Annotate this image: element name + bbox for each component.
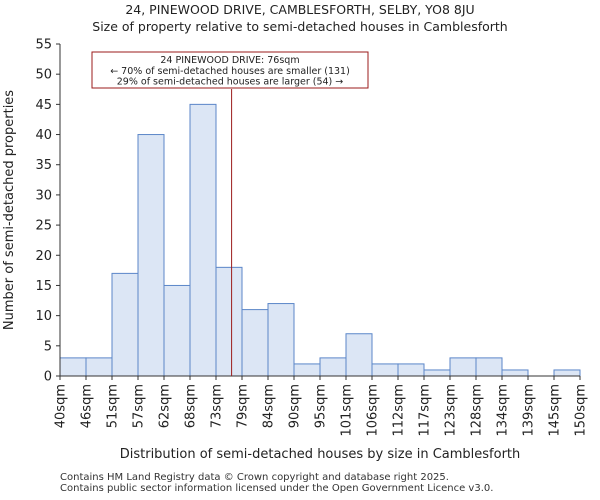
histogram-bar xyxy=(553,369,581,377)
y-tick-label: 50 xyxy=(35,68,52,83)
x-tick-label: 46sqm xyxy=(80,384,95,428)
histogram-chart: 0 5 10 15 20 25 30 35 40 45 50 55 40sqm 46sqm 51sqm 57s… xyxy=(2,38,589,463)
x-tick-label: 123sqm xyxy=(444,384,459,437)
x-tick-label: 40sqm xyxy=(54,384,69,428)
histogram-bar xyxy=(371,363,399,377)
histogram-bar xyxy=(137,134,165,377)
x-tick-label: 150sqm xyxy=(574,384,589,437)
y-tick-label: 35 xyxy=(35,158,52,173)
annotation-line: 24 PINEWOOD DRIVE: 76sqm xyxy=(160,55,299,66)
y-tick-label: 20 xyxy=(35,249,52,264)
histogram-bar xyxy=(215,266,243,377)
x-tick-label: 128sqm xyxy=(470,384,485,437)
annotation-line: 29% of semi-detached houses are larger (… xyxy=(117,77,344,88)
x-tick-label: 117sqm xyxy=(418,384,433,437)
histogram-bar xyxy=(241,309,269,377)
histogram-bar xyxy=(501,369,529,377)
x-tick-label: 112sqm xyxy=(392,384,407,437)
chart-title-line1: 24, PINEWOOD DRIVE, CAMBLESFORTH, SELBY,… xyxy=(125,2,475,17)
histogram-bar xyxy=(449,357,477,377)
chart-title-line2: Size of property relative to semi-detach… xyxy=(92,19,508,34)
footer-line2: Contains public sector information licen… xyxy=(60,483,494,494)
x-axis-title: Distribution of semi-detached houses by … xyxy=(120,447,521,462)
histogram-bar xyxy=(267,303,295,377)
x-tick-label: 106sqm xyxy=(366,384,381,437)
x-tick-label: 57sqm xyxy=(132,384,147,428)
histogram-bar xyxy=(345,333,373,377)
x-tick-label: 62sqm xyxy=(158,384,173,428)
histogram-bar xyxy=(319,357,347,377)
y-axis-title: Number of semi-detached properties xyxy=(2,90,17,330)
x-tick-label: 68sqm xyxy=(184,384,199,428)
annotation-box xyxy=(91,51,369,89)
y-tick-label: 15 xyxy=(35,279,52,294)
y-tick-label: 40 xyxy=(35,128,52,143)
histogram-bar xyxy=(85,357,113,377)
histogram-bar xyxy=(59,357,87,377)
x-tick-label: 51sqm xyxy=(106,384,121,428)
x-tick-label: 90sqm xyxy=(288,384,303,428)
x-tick-label: 79sqm xyxy=(236,384,251,428)
y-tick-label: 10 xyxy=(35,309,52,324)
histogram-bar xyxy=(111,272,139,377)
x-tick-label: 101sqm xyxy=(340,384,355,437)
y-tick-label: 5 xyxy=(44,339,52,354)
histogram-bar xyxy=(163,284,191,377)
histogram-bar xyxy=(189,103,217,377)
x-tick-label: 145sqm xyxy=(548,384,563,437)
x-tick-label: 84sqm xyxy=(262,384,277,428)
x-tick-label: 139sqm xyxy=(522,384,537,437)
y-tick-label: 45 xyxy=(35,98,52,113)
y-tick-label: 55 xyxy=(35,38,52,53)
y-tick-label: 25 xyxy=(35,219,52,234)
y-tick-label: 30 xyxy=(35,188,52,203)
footer-line1: Contains HM Land Registry data © Crown c… xyxy=(60,472,449,483)
annotation-line: ← 70% of semi-detached houses are smalle… xyxy=(110,66,350,77)
x-tick-label: 73sqm xyxy=(210,384,225,428)
histogram-bar xyxy=(475,357,503,377)
histogram-bar xyxy=(397,363,425,377)
histogram-bar xyxy=(423,369,451,377)
x-tick-label: 95sqm xyxy=(314,384,329,428)
x-tick-label: 134sqm xyxy=(496,384,511,437)
histogram-bar xyxy=(293,363,321,377)
y-tick-label: 0 xyxy=(44,370,52,385)
